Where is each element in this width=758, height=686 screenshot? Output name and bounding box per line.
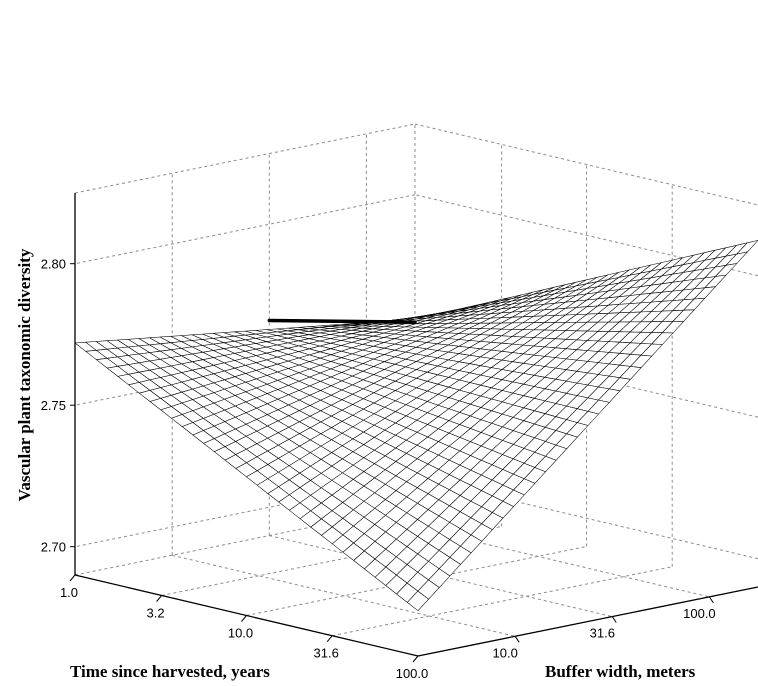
z-tick-label: 2.70 — [41, 540, 66, 555]
surface-cell — [407, 590, 429, 611]
y-tick-label: 31.6 — [590, 626, 615, 641]
x-tick-label: 3.2 — [147, 606, 165, 621]
grid-line — [414, 123, 758, 206]
y-axis-title: Buffer width, meters — [545, 662, 696, 681]
z-axis-title: Vascular plant taxonomic diversity — [15, 248, 34, 501]
z-tick-label: 2.80 — [41, 257, 66, 272]
highlight-line — [267, 318, 417, 324]
surface-mesh — [74, 240, 758, 611]
y-tick — [514, 636, 520, 643]
grid-line — [366, 515, 710, 598]
x-tick — [156, 595, 162, 602]
grid-line — [74, 123, 416, 194]
x-tick-label: 31.6 — [314, 646, 339, 661]
x-tick-label: 100.0 — [396, 666, 429, 681]
grid-line — [74, 335, 416, 406]
z-tick-label: 2.75 — [41, 398, 66, 413]
grid-line — [74, 477, 416, 548]
x-tick-label: 10.0 — [228, 626, 253, 641]
y-tick — [611, 616, 617, 623]
x-tick-label: 1.0 — [60, 585, 78, 600]
y-tick — [708, 596, 714, 604]
grid-line — [414, 477, 758, 560]
y-tick-label: 100.0 — [683, 606, 716, 621]
y-tick-label: 10.0 — [493, 645, 518, 660]
highlight-line-segment — [267, 318, 417, 324]
y-axis-line — [417, 586, 758, 657]
x-tick — [69, 574, 76, 582]
x-tick — [241, 615, 247, 622]
x-axis-title: Time since harvested, years — [70, 662, 270, 681]
grid-line — [332, 566, 673, 637]
tick-labels: 1.0 3.2 10.0 31.6 100.0 10.0 31.6 100.0 2.70 2.75… — [41, 257, 716, 681]
x-tick — [412, 655, 419, 663]
grid-line — [172, 554, 516, 637]
axes-floor — [69, 193, 758, 663]
grid-line — [246, 546, 587, 616]
grid-line — [414, 194, 758, 277]
x-tick — [326, 635, 333, 643]
grid-line — [74, 194, 416, 265]
